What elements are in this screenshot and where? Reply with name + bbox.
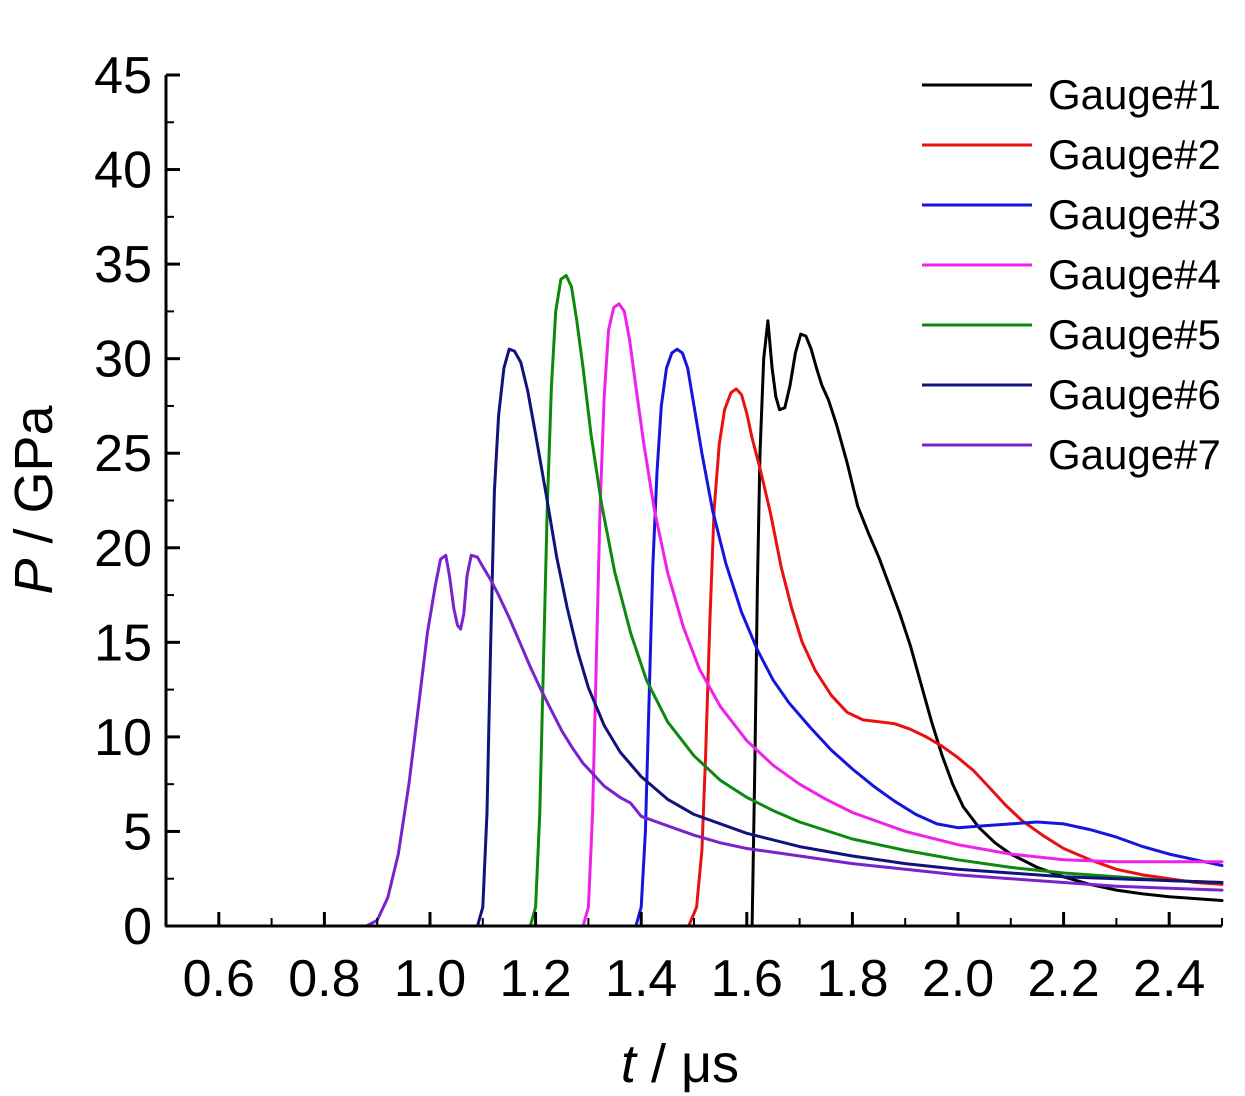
legend-label-gauge-4: Gauge#4 bbox=[1048, 251, 1221, 298]
y-tick-label: 5 bbox=[123, 803, 152, 861]
legend-label-gauge-1: Gauge#1 bbox=[1048, 71, 1221, 118]
x-tick-label: 1.0 bbox=[394, 950, 466, 1008]
y-axis-variable: P bbox=[4, 559, 64, 595]
y-axis-title: P / GPa bbox=[4, 404, 64, 594]
y-tick-label: 15 bbox=[94, 614, 152, 672]
x-tick-label: 0.6 bbox=[183, 950, 255, 1008]
x-axis-variable: t bbox=[621, 1034, 638, 1094]
series-layer bbox=[164, 274, 1224, 928]
x-tick-label: 1.2 bbox=[499, 950, 571, 1008]
axes-layer: 0 5 10 15 20 25 30 35 40 45 0.6 0.8 1.0 1.2 1.4 1.6 1.8 2… bbox=[94, 47, 1223, 1008]
y-tick-label: 25 bbox=[94, 425, 152, 483]
y-tick-label: 40 bbox=[94, 142, 152, 200]
x-tick-label: 1.8 bbox=[816, 950, 888, 1008]
legend-label-gauge-7: Gauge#7 bbox=[1048, 431, 1221, 478]
legend-label-gauge-3: Gauge#3 bbox=[1048, 191, 1221, 238]
y-axis-units: / GPa bbox=[4, 404, 64, 558]
x-tick-label: 1.6 bbox=[711, 950, 783, 1008]
y-tick-label: 30 bbox=[94, 331, 152, 389]
legend-label-gauge-2: Gauge#2 bbox=[1048, 131, 1221, 178]
x-axis-title: t / μs bbox=[621, 1034, 739, 1094]
x-tick-label: 2.2 bbox=[1027, 950, 1099, 1008]
series-line-gauge-6 bbox=[164, 347, 1224, 928]
x-tick-label: 2.4 bbox=[1133, 950, 1205, 1008]
series-line-gauge-1 bbox=[164, 319, 1224, 928]
y-tick-label: 10 bbox=[94, 709, 152, 767]
x-tick-label: 0.8 bbox=[288, 950, 360, 1008]
x-tick-label: 2.0 bbox=[922, 950, 994, 1008]
y-tick-label: 20 bbox=[94, 520, 152, 578]
y-tick-label: 0 bbox=[123, 898, 152, 956]
x-tick-label: 1.4 bbox=[605, 950, 677, 1008]
series-line-gauge-2 bbox=[164, 387, 1224, 928]
x-axis-units: / μs bbox=[636, 1034, 739, 1094]
series-line-gauge-5 bbox=[164, 274, 1224, 928]
plot-background bbox=[166, 45, 1222, 926]
series-line-gauge-7 bbox=[164, 553, 1224, 928]
y-tick-label: 35 bbox=[94, 236, 152, 294]
legend-label-gauge-6: Gauge#6 bbox=[1048, 371, 1221, 418]
series-line-gauge-4 bbox=[164, 302, 1224, 928]
y-tick-label: 45 bbox=[94, 47, 152, 105]
legend: Gauge#1 Gauge#2 Gauge#3 Gauge#4 Gauge#5 Gauge… bbox=[922, 71, 1221, 478]
plot-area bbox=[166, 45, 1222, 926]
legend-label-gauge-5: Gauge#5 bbox=[1048, 311, 1221, 358]
series-line-gauge-3 bbox=[164, 347, 1224, 928]
